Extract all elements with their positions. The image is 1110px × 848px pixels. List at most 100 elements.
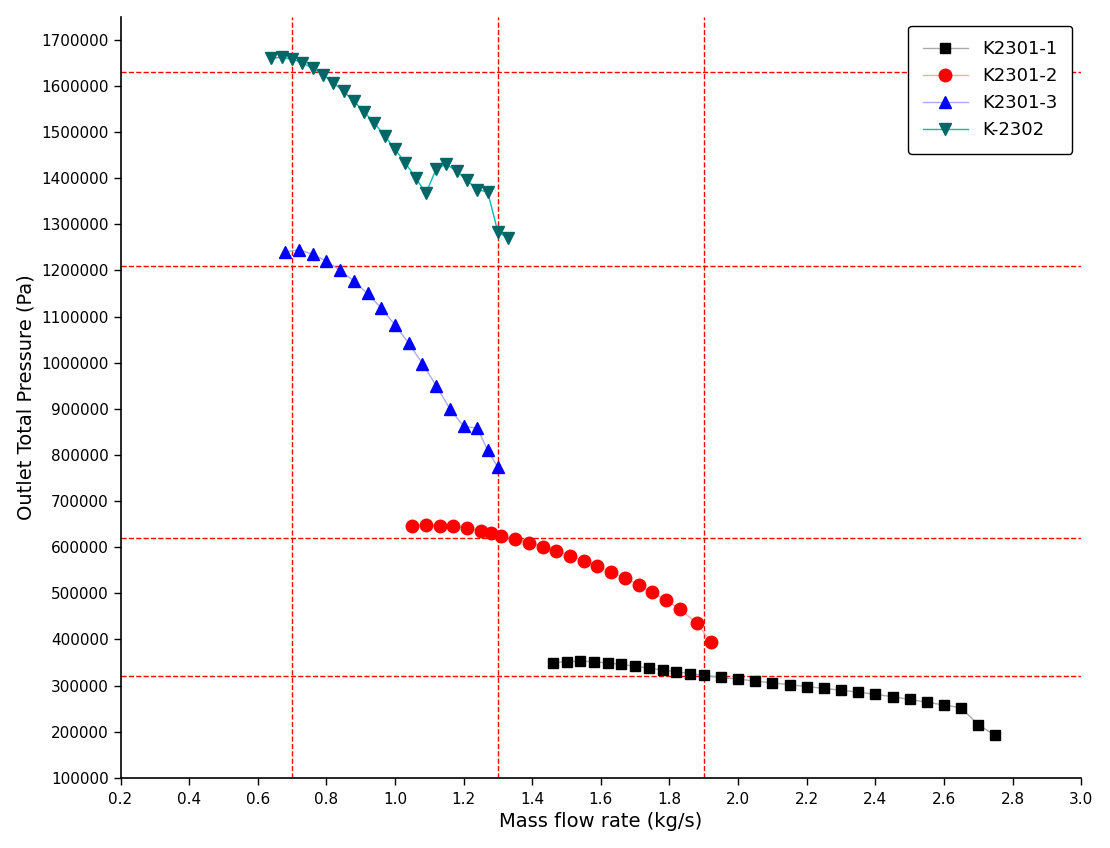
K2301-3 (333, 265, 346, 276)
K-2302 (357, 107, 371, 117)
K2301-3 (361, 288, 374, 298)
K2301-2 (564, 550, 577, 561)
K2301-1 (937, 700, 950, 710)
K2301-1 (615, 659, 628, 669)
K-2302 (420, 188, 433, 198)
K2301-2 (673, 604, 686, 614)
K2301-3 (320, 256, 333, 266)
K-2302 (336, 86, 350, 97)
K2301-2 (495, 531, 508, 541)
K2301-2 (508, 534, 522, 544)
K2301-1 (559, 656, 573, 667)
Legend: K2301-1, K2301-2, K2301-3, K-2302: K2301-1, K2301-2, K2301-3, K-2302 (908, 25, 1072, 153)
K2301-2 (690, 618, 704, 628)
K2301-1 (574, 656, 587, 667)
K2301-1 (886, 692, 899, 702)
K2301-3 (402, 338, 415, 349)
K2301-1 (715, 672, 728, 683)
K2301-3 (443, 404, 456, 414)
K2301-2 (549, 546, 563, 556)
K2301-3 (306, 249, 320, 259)
K2301-1 (869, 689, 882, 700)
K2301-1 (955, 703, 968, 713)
K-2302 (306, 64, 320, 74)
Line: K2301-1: K2301-1 (548, 656, 1000, 740)
K-2302 (398, 158, 412, 168)
K2301-2 (420, 520, 433, 530)
K2301-3 (457, 421, 471, 432)
K2301-1 (989, 730, 1002, 740)
K2301-1 (656, 665, 669, 675)
Line: K-2302: K-2302 (265, 51, 514, 244)
K2301-1 (546, 657, 559, 667)
K-2302 (316, 70, 330, 80)
K2301-1 (643, 663, 656, 673)
K2301-3 (481, 445, 494, 455)
K2301-2 (618, 573, 632, 583)
K2301-2 (605, 567, 618, 577)
K-2302 (285, 54, 299, 64)
K2301-3 (347, 276, 361, 286)
K2301-1 (602, 658, 615, 668)
Line: K2301-3: K2301-3 (279, 243, 504, 474)
K2301-1 (697, 671, 710, 681)
Line: K2301-2: K2301-2 (406, 519, 717, 648)
K2301-3 (416, 359, 430, 369)
K2301-1 (800, 682, 814, 692)
K-2302 (295, 58, 309, 68)
K-2302 (388, 144, 402, 154)
K2301-2 (704, 637, 717, 647)
K2301-3 (388, 320, 402, 330)
K2301-2 (461, 523, 474, 533)
K2301-2 (646, 588, 659, 598)
K2301-2 (484, 528, 497, 538)
K2301-1 (835, 685, 848, 695)
K2301-3 (492, 462, 505, 472)
K-2302 (265, 53, 279, 64)
K-2302 (440, 159, 453, 170)
K2301-1 (731, 674, 745, 684)
K2301-1 (851, 687, 865, 697)
K-2302 (430, 164, 443, 174)
K2301-3 (292, 244, 305, 254)
K2301-1 (748, 676, 761, 686)
K2301-2 (405, 522, 418, 532)
K2301-1 (904, 695, 917, 705)
K2301-1 (920, 697, 934, 707)
K2301-1 (766, 678, 779, 688)
K2301-1 (783, 679, 796, 689)
K2301-2 (433, 521, 446, 531)
K2301-2 (659, 595, 673, 605)
K2301-1 (628, 661, 642, 672)
K2301-3 (430, 381, 443, 391)
K2301-2 (446, 522, 460, 532)
K2301-1 (817, 683, 830, 694)
Y-axis label: Outlet Total Pressure (Pa): Outlet Total Pressure (Pa) (17, 275, 36, 520)
K2301-1 (669, 667, 683, 677)
K-2302 (408, 173, 422, 183)
K2301-2 (591, 561, 604, 572)
K-2302 (367, 118, 381, 128)
K-2302 (275, 53, 289, 63)
K-2302 (461, 176, 474, 186)
K2301-1 (587, 656, 601, 667)
K2301-3 (279, 247, 292, 257)
K-2302 (326, 77, 340, 87)
K2301-2 (577, 555, 591, 566)
K-2302 (451, 166, 464, 176)
K2301-2 (522, 538, 535, 548)
K2301-2 (474, 526, 487, 536)
K2301-1 (971, 720, 985, 730)
K-2302 (347, 96, 361, 106)
K2301-2 (536, 542, 549, 552)
K-2302 (471, 185, 484, 195)
X-axis label: Mass flow rate (kg/s): Mass flow rate (kg/s) (500, 812, 703, 831)
K2301-1 (684, 668, 697, 678)
K-2302 (481, 187, 494, 197)
K-2302 (379, 131, 392, 141)
K2301-3 (374, 303, 387, 313)
K2301-3 (471, 423, 484, 433)
K-2302 (492, 227, 505, 237)
K-2302 (502, 233, 515, 243)
K2301-2 (632, 580, 645, 590)
